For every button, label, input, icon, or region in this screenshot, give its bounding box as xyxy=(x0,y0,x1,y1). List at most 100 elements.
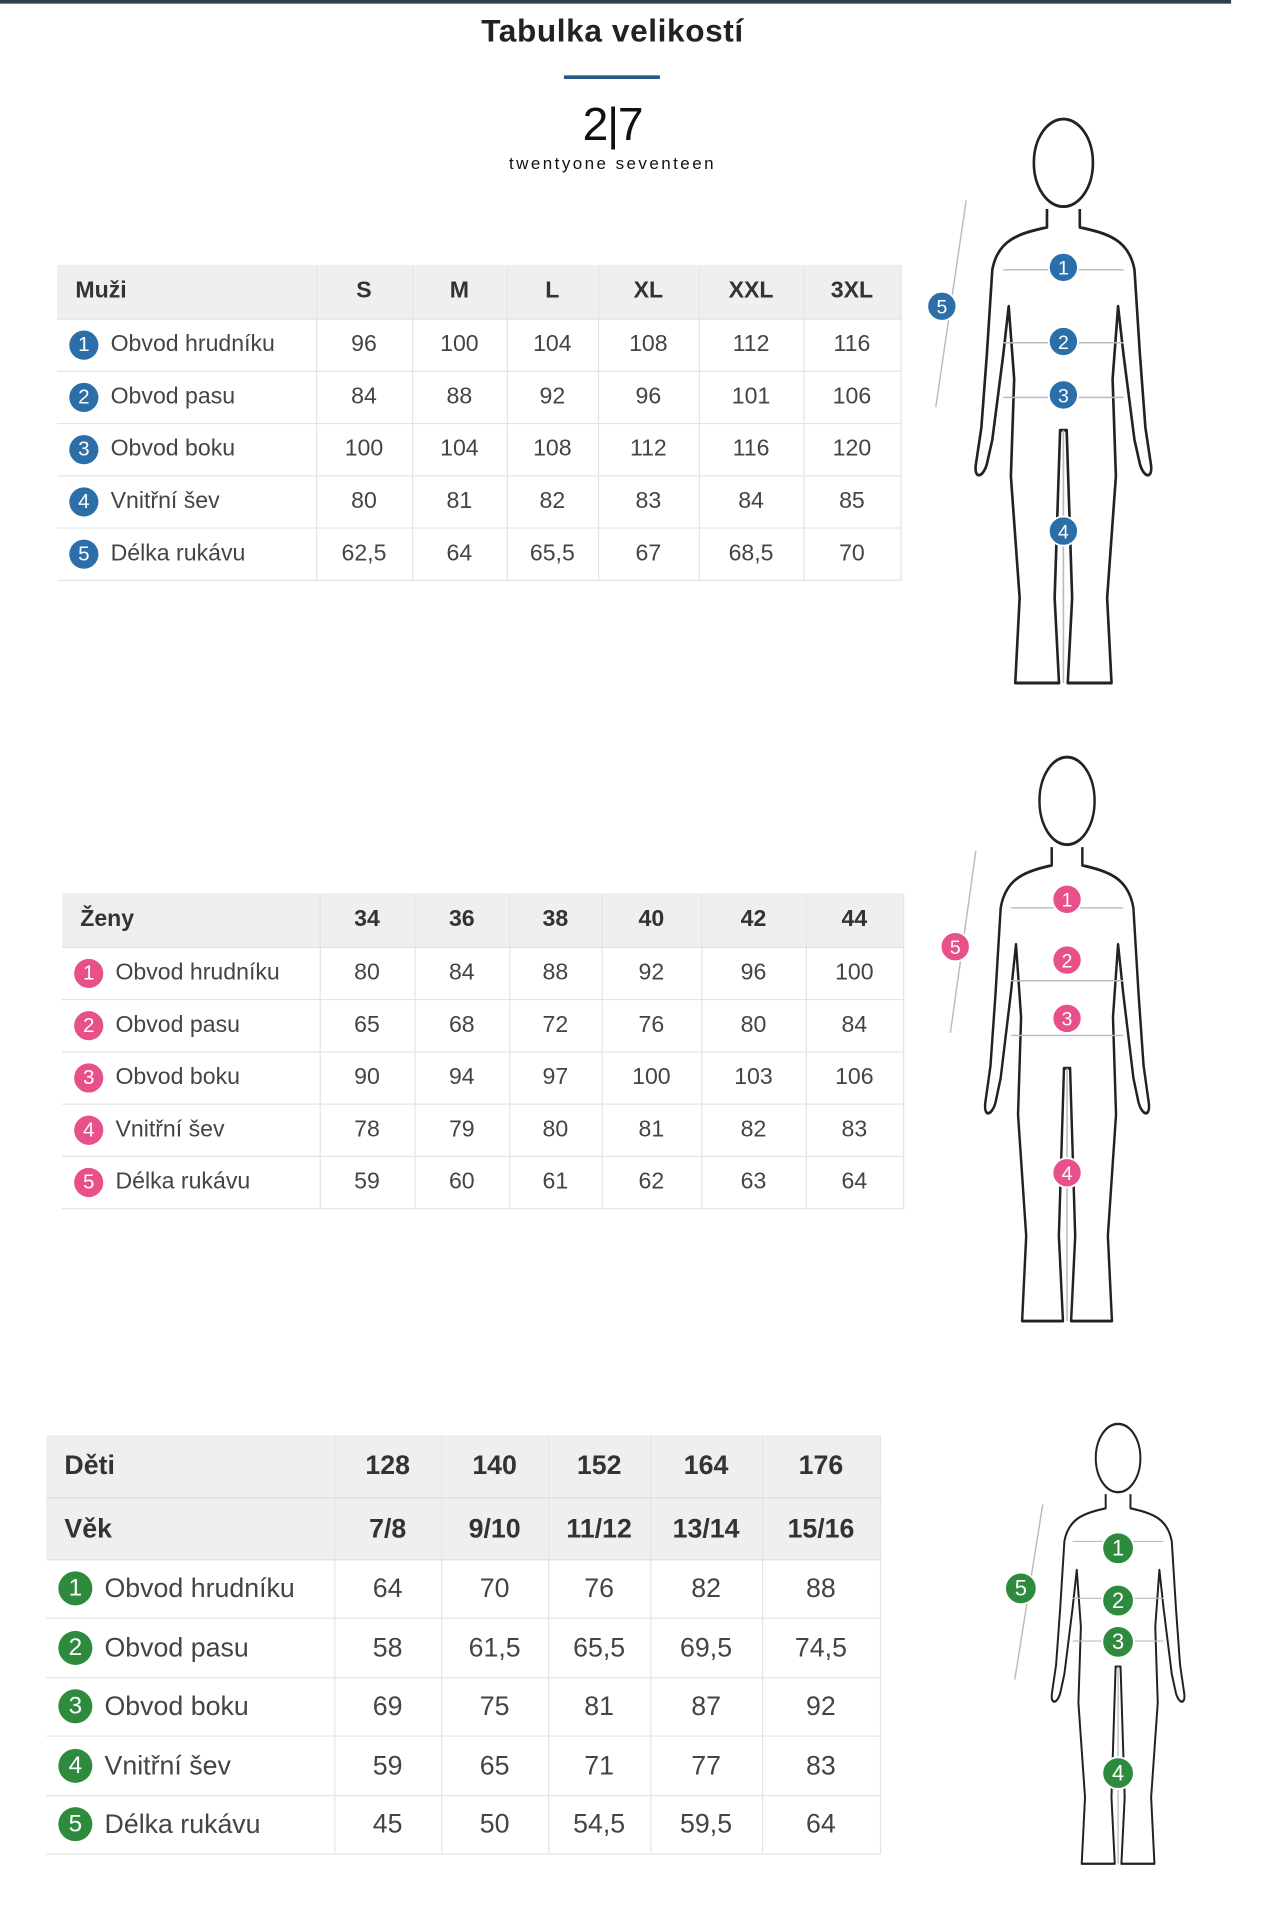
figure-marker-label: 4 xyxy=(1062,1163,1073,1185)
cell: 68 xyxy=(414,998,510,1052)
label-text: Obvod pasu xyxy=(115,1011,240,1038)
head xyxy=(1094,1422,1142,1494)
cell: 84 xyxy=(315,370,413,424)
cell: 69,5 xyxy=(650,1618,763,1678)
cell: 100 xyxy=(601,1051,702,1105)
marker: 5 xyxy=(74,1167,104,1197)
figure-marker xyxy=(1101,1583,1135,1618)
figure-marker-label: 5 xyxy=(936,297,947,319)
cell: 77 xyxy=(650,1736,763,1796)
header-row: Muži S M L XL XXL 3XL xyxy=(57,264,902,320)
row-label: 3 Obvod boku xyxy=(57,422,317,476)
row: 5 Délka rukávu 62,5 64 65,5 67 68,5 70 xyxy=(57,527,902,581)
cell: 59 xyxy=(319,1155,416,1209)
figure-marker-label: 1 xyxy=(1062,890,1073,912)
cell: 76 xyxy=(548,1559,651,1619)
marker: 5 xyxy=(58,1807,93,1842)
cell: 64 xyxy=(805,1155,904,1209)
cell: 100 xyxy=(411,318,508,372)
row-label: 1 Obvod hrudníku xyxy=(61,946,321,1000)
cell: 106 xyxy=(803,370,902,424)
cell: 75 xyxy=(441,1677,549,1737)
figure-marker-label: 3 xyxy=(1062,1009,1073,1031)
figure-marker xyxy=(1051,883,1083,915)
header-cell: 140 xyxy=(441,1435,549,1498)
cell: 96 xyxy=(597,370,700,424)
row-label: 2 Obvod pasu xyxy=(57,370,317,424)
header-label: Muži xyxy=(57,264,317,320)
cell: 62,5 xyxy=(315,527,413,581)
marker: 1 xyxy=(69,329,99,360)
marker: 1 xyxy=(74,958,104,988)
cell: 61,5 xyxy=(441,1618,549,1678)
figure-marker-label: 1 xyxy=(1058,258,1069,280)
label-text: Vnitřní šev xyxy=(110,487,220,514)
cell: 101 xyxy=(698,370,804,424)
label-text: Délka rukávu xyxy=(110,540,246,566)
figure-marker-label: 5 xyxy=(950,937,961,959)
figure-marker xyxy=(1051,1157,1083,1189)
cell: 80 xyxy=(701,998,807,1052)
cell: 74,5 xyxy=(761,1618,881,1678)
cell: 88 xyxy=(411,370,508,424)
marker: 2 xyxy=(58,1630,93,1665)
cell: 80 xyxy=(315,475,413,529)
row-label: 1 Obvod hrudníku xyxy=(57,318,317,372)
header-cell: M xyxy=(411,264,508,320)
cell: 92 xyxy=(761,1677,881,1737)
cell: 103 xyxy=(701,1051,807,1105)
cell: 100 xyxy=(805,946,904,1000)
figure-marker-label: 3 xyxy=(1112,1629,1124,1654)
head xyxy=(1032,117,1095,209)
cell: 87 xyxy=(650,1677,763,1737)
title-underline xyxy=(563,75,660,79)
header-cell: 3XL xyxy=(803,264,902,320)
header-cell: 11/12 xyxy=(548,1497,651,1560)
cell: 97 xyxy=(509,1051,603,1105)
logo-name: twentyone seventeen xyxy=(509,153,717,173)
cell: 68,5 xyxy=(698,527,804,581)
cell: 67 xyxy=(597,527,700,581)
cell: 65 xyxy=(441,1736,549,1796)
marker: 3 xyxy=(69,434,99,464)
row: 5 Délka rukávu 45 50 54,5 59,5 64 xyxy=(46,1794,881,1855)
cell: 81 xyxy=(548,1677,651,1737)
label-text: Obvod pasu xyxy=(104,1631,249,1663)
row: 4 Vnitřní šev 78 79 80 81 82 83 xyxy=(61,1103,904,1157)
cell: 62 xyxy=(601,1155,702,1209)
header-cell: 152 xyxy=(548,1435,651,1498)
figure-marker xyxy=(1051,944,1083,976)
row-label: 4 Vnitřní šev xyxy=(61,1103,321,1157)
cell: 59 xyxy=(334,1736,442,1796)
cell: 82 xyxy=(701,1103,807,1157)
header-label: Ženy xyxy=(61,893,321,948)
figure-marker xyxy=(1101,1756,1135,1790)
header-cell: 44 xyxy=(805,893,904,948)
cell: 58 xyxy=(334,1618,442,1678)
row-label: 3 Obvod boku xyxy=(46,1677,335,1737)
cell: 112 xyxy=(597,422,700,476)
header-row: Věk 7/8 9/10 11/12 13/14 15/16 xyxy=(46,1497,881,1560)
cell: 69 xyxy=(334,1677,442,1737)
figure xyxy=(974,117,1153,685)
cell: 94 xyxy=(414,1051,510,1105)
row: 5 Délka rukávu 59 60 61 62 63 64 xyxy=(61,1155,904,1209)
header-cell: 7/8 xyxy=(334,1497,442,1560)
cell: 72 xyxy=(509,998,603,1052)
cell: 83 xyxy=(761,1736,881,1796)
header-cell: 42 xyxy=(701,893,807,948)
label-text: Obvod hrudníku xyxy=(104,1573,295,1604)
label-text: Obvod hrudníku xyxy=(115,959,280,986)
cell: 50 xyxy=(441,1794,549,1855)
cell: 92 xyxy=(506,370,599,424)
cell: 65,5 xyxy=(506,527,599,581)
row: 4 Vnitřní šev 59 65 71 77 83 xyxy=(46,1736,881,1796)
header-cell: 40 xyxy=(601,893,702,948)
cell: 82 xyxy=(650,1559,763,1619)
cell: 81 xyxy=(601,1103,702,1157)
header-cell: 9/10 xyxy=(441,1497,549,1560)
cell: 116 xyxy=(698,422,804,476)
cell: 81 xyxy=(411,475,508,529)
cell: 61 xyxy=(509,1155,603,1209)
